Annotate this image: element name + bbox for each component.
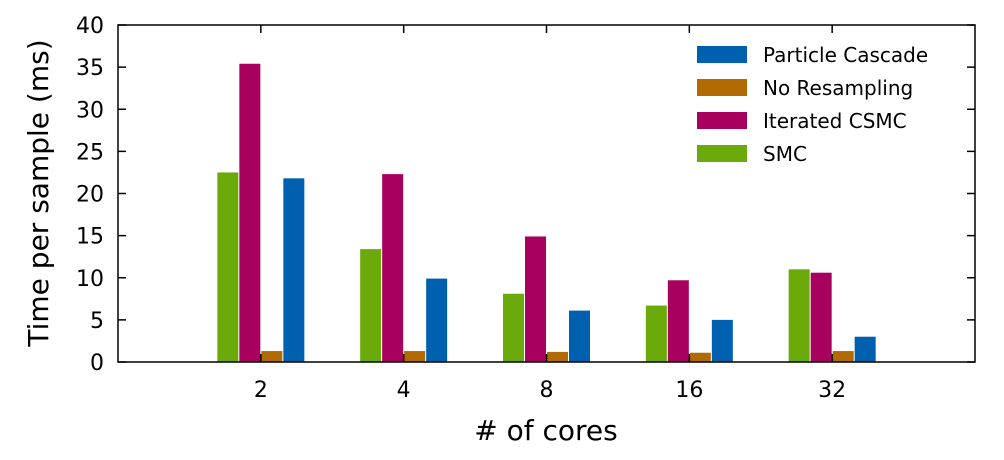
- x-tick-label-2: 2: [254, 378, 268, 403]
- legend-label-iterated-csmc: Iterated CSMC: [763, 109, 907, 133]
- legend-swatch-iterated-csmc: [697, 112, 747, 129]
- bar-iterated-csmc-2: [239, 63, 261, 362]
- x-tick-label-16: 16: [675, 378, 703, 403]
- bar-smc-16: [645, 305, 667, 362]
- bar-particle-cascade-16: [711, 319, 733, 362]
- bar-particle-cascade-8: [569, 310, 590, 362]
- legend: Particle Cascade No Resampling Iterated CS…: [697, 43, 928, 166]
- y-tick-label-5: 5: [90, 309, 104, 334]
- x-tick-label-4: 4: [397, 378, 411, 403]
- bar-iterated-csmc-16: [667, 280, 689, 362]
- ticks-layer: [118, 24, 975, 363]
- y-tick-label-15: 15: [76, 225, 104, 250]
- bar-particle-cascade-32: [854, 336, 876, 362]
- bar-iterated-csmc-8: [525, 236, 546, 362]
- bar-no-resampling-8: [547, 351, 568, 362]
- legend-swatch-no-resampling: [697, 79, 747, 96]
- y-tick-label-0: 0: [90, 351, 104, 376]
- y-tick-label-30: 30: [76, 98, 104, 123]
- bar-no-resampling-32: [832, 351, 854, 362]
- bar-smc-2: [217, 172, 239, 362]
- x-tick-label-8: 8: [540, 378, 554, 403]
- bar-smc-8: [503, 293, 524, 362]
- bars-layer: [217, 63, 876, 362]
- bar-no-resampling-16: [689, 352, 711, 362]
- bar-smc-4: [360, 249, 382, 362]
- bar-iterated-csmc-4: [382, 174, 404, 362]
- y-axis-title: Time per sample (ms): [22, 39, 55, 347]
- x-axis-title: # of cores: [474, 414, 618, 447]
- legend-swatch-particle-cascade: [697, 46, 747, 63]
- legend-label-particle-cascade: Particle Cascade: [763, 43, 928, 67]
- y-tick-label-20: 20: [76, 183, 104, 208]
- bar-particle-cascade-2: [283, 178, 305, 362]
- bar-no-resampling-2: [261, 351, 283, 362]
- bar-no-resampling-4: [404, 351, 426, 362]
- tick-labels-layer: 2 4 8 16 32 0 5 10 15 20 25 30 35 40: [76, 14, 846, 403]
- y-tick-label-25: 25: [76, 140, 104, 165]
- bar-smc-32: [788, 269, 810, 362]
- y-tick-label-40: 40: [76, 14, 104, 39]
- y-tick-label-10: 10: [76, 267, 104, 292]
- legend-label-no-resampling: No Resampling: [763, 76, 913, 100]
- bar-particle-cascade-4: [426, 278, 448, 362]
- x-tick-label-32: 32: [818, 378, 846, 403]
- bar-iterated-csmc-32: [810, 272, 832, 362]
- legend-swatch-smc: [697, 145, 747, 162]
- y-tick-label-35: 35: [76, 56, 104, 81]
- legend-label-smc: SMC: [763, 142, 807, 166]
